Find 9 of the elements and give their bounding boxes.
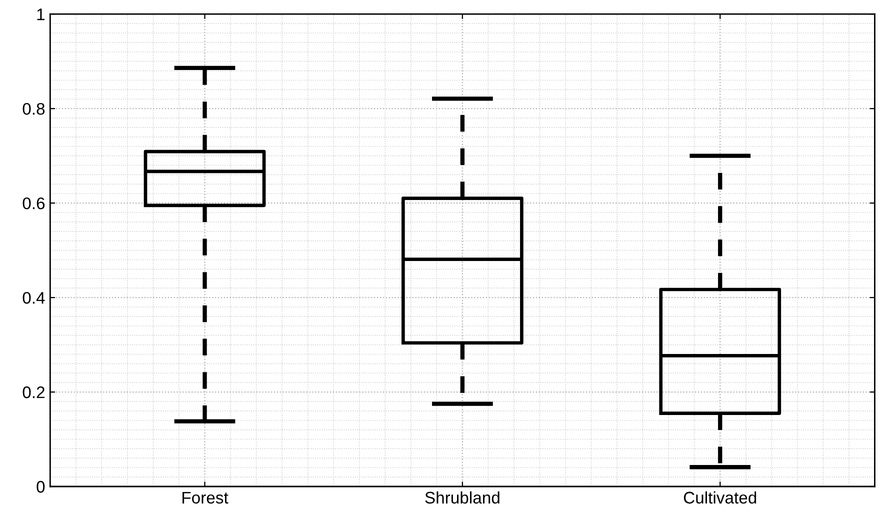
x-tick-label: Forest (182, 492, 228, 504)
y-tick-label: 0.6 (22, 197, 45, 210)
y-tick-label: 0.4 (22, 292, 45, 304)
x-tick-label: Cultivated (684, 491, 756, 504)
y-tick-label: 0 (36, 480, 45, 493)
x-tick-label: Shrubland (425, 491, 500, 504)
y-tick-label: 0.2 (22, 386, 44, 398)
y-tick-label: 1 (37, 8, 44, 20)
y-tick-label: 0.8 (22, 102, 45, 115)
